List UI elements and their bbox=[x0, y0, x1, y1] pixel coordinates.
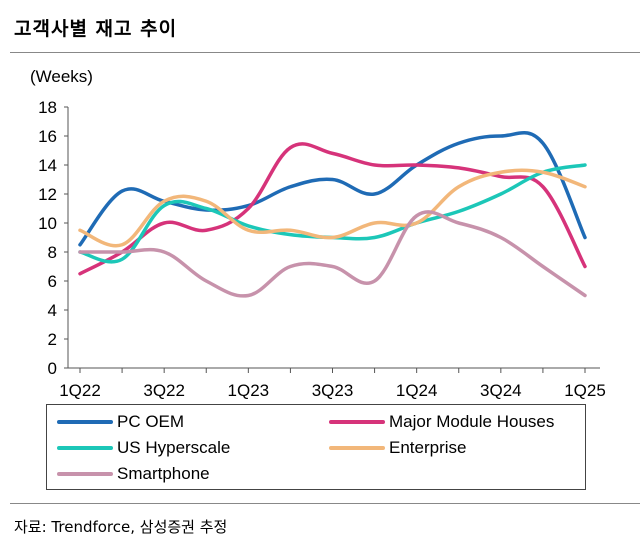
legend-label: Major Module Houses bbox=[389, 412, 555, 431]
y-tick-label: 6 bbox=[48, 272, 57, 291]
legend-swatch bbox=[57, 420, 113, 424]
legend-item-pc-oem: PC OEM bbox=[57, 412, 184, 432]
y-tick-label: 2 bbox=[48, 330, 57, 349]
y-tick-label: 16 bbox=[38, 127, 57, 146]
source-divider bbox=[10, 503, 640, 504]
x-tick-label: 1Q24 bbox=[396, 381, 438, 400]
y-tick-label: 12 bbox=[38, 185, 57, 204]
legend-swatch bbox=[57, 446, 113, 450]
x-tick-label: 3Q23 bbox=[312, 381, 354, 400]
x-tick-label: 1Q25 bbox=[564, 381, 606, 400]
y-tick-label: 10 bbox=[38, 214, 57, 233]
legend-swatch bbox=[57, 472, 113, 476]
y-axis-label: (Weeks) bbox=[30, 67, 93, 86]
legend-item-us-hyperscale: US Hyperscale bbox=[57, 438, 230, 458]
line-chart: (Weeks) 0 2 4 6 8 10 12 14 16 18 1Q22 3Q22 1Q23 3Q23 1… bbox=[30, 67, 606, 400]
series-line-enterprise bbox=[78, 168, 587, 248]
y-tick-label: 8 bbox=[48, 243, 57, 262]
series-line-smartphone bbox=[78, 210, 587, 298]
series-line-major-module-houses bbox=[78, 142, 587, 276]
legend-label: PC OEM bbox=[117, 412, 185, 431]
legend-label: US Hyperscale bbox=[117, 438, 231, 457]
x-tick-label: 1Q22 bbox=[59, 381, 101, 400]
legend-item-smartphone: Smartphone bbox=[57, 464, 210, 484]
y-tick-label: 18 bbox=[38, 98, 57, 117]
x-tick-label: 3Q22 bbox=[143, 381, 185, 400]
legend-label: Smartphone bbox=[117, 464, 210, 483]
y-tick-label: 4 bbox=[48, 301, 57, 320]
legend-swatch bbox=[329, 446, 385, 450]
legend-label: Enterprise bbox=[389, 438, 467, 457]
title-divider bbox=[10, 52, 640, 53]
y-tick-label: 14 bbox=[38, 156, 57, 175]
chart-title: 고객사별 재고 추이 bbox=[14, 18, 178, 40]
legend-item-enterprise: Enterprise bbox=[329, 438, 466, 458]
legend-item-major-module-houses: Major Module Houses bbox=[329, 412, 554, 432]
x-tick-label: 3Q24 bbox=[480, 381, 522, 400]
y-tick-label: 0 bbox=[48, 359, 57, 378]
legend: PC OEM Major Module Houses US Hyperscale En… bbox=[46, 404, 586, 490]
x-tick-label: 1Q23 bbox=[228, 381, 270, 400]
legend-swatch bbox=[329, 420, 385, 424]
source-note: 자료: Trendforce, 삼성증권 추정 bbox=[14, 518, 228, 536]
